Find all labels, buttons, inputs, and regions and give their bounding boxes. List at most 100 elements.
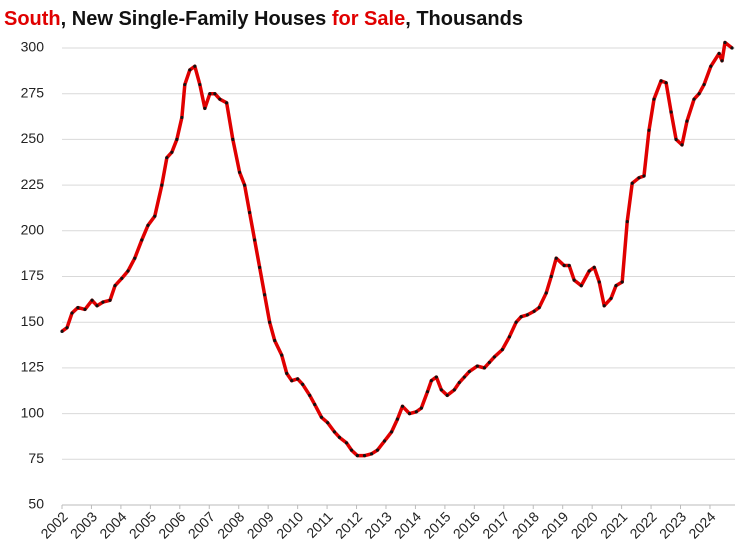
- y-tick-label: 275: [21, 84, 45, 100]
- x-tick-label: 2010: [273, 508, 306, 541]
- data-point: [301, 382, 305, 386]
- data-point: [723, 40, 727, 45]
- data-point: [95, 304, 99, 308]
- data-point: [268, 320, 272, 324]
- data-point: [208, 92, 212, 96]
- data-point: [285, 371, 289, 375]
- x-tick-label: 2002: [37, 508, 70, 541]
- data-point: [349, 448, 354, 452]
- title-part: , New Single-Family Houses: [61, 8, 332, 30]
- data-point: [554, 256, 558, 260]
- data-point: [514, 320, 518, 324]
- data-point: [273, 338, 277, 343]
- data-point: [355, 454, 360, 458]
- data-point: [290, 379, 294, 383]
- data-point: [562, 263, 566, 268]
- data-point: [126, 269, 130, 273]
- data-point: [609, 296, 613, 301]
- data-point: [60, 329, 64, 333]
- data-point: [647, 128, 651, 132]
- x-tick-label: 2011: [303, 508, 336, 541]
- data-point: [664, 81, 668, 85]
- x-tick-label: 2019: [538, 508, 571, 541]
- data-point: [319, 415, 324, 419]
- x-tick-label: 2015: [420, 508, 453, 541]
- data-point: [198, 82, 202, 87]
- data-point: [567, 263, 571, 268]
- data-point: [709, 64, 713, 68]
- data-point: [487, 360, 491, 365]
- data-point: [326, 421, 330, 425]
- data-point: [429, 379, 433, 383]
- data-point: [313, 402, 317, 407]
- data-point: [592, 265, 596, 269]
- x-tick-label: 2008: [214, 508, 247, 541]
- x-tick-label: 2009: [244, 508, 277, 541]
- data-point: [375, 448, 380, 452]
- data-point: [642, 174, 646, 178]
- data-point: [407, 412, 412, 416]
- data-point: [674, 137, 678, 141]
- data-point: [113, 284, 117, 288]
- data-point: [108, 298, 112, 302]
- x-tick-label: 2016: [450, 508, 483, 541]
- data-point: [231, 137, 235, 141]
- data-point: [602, 304, 606, 308]
- data-point: [637, 176, 641, 180]
- y-tick-label: 225: [21, 176, 45, 192]
- data-point: [83, 307, 87, 312]
- data-point: [175, 137, 179, 141]
- x-tick-label: 2018: [509, 508, 542, 541]
- data-point: [90, 298, 94, 302]
- data-point: [720, 59, 724, 63]
- data-point: [549, 274, 553, 279]
- x-tick-label: 2021: [597, 508, 630, 541]
- x-tick-label: 2006: [155, 508, 188, 541]
- data-point: [218, 97, 222, 101]
- data-point: [183, 82, 187, 87]
- data-point: [507, 335, 511, 339]
- title-part: , Thousands: [405, 8, 523, 30]
- data-point: [537, 305, 541, 310]
- y-tick-label: 300: [21, 39, 45, 55]
- y-tick-label: 200: [21, 222, 45, 238]
- data-point: [400, 404, 405, 408]
- data-point: [389, 430, 394, 434]
- data-point: [140, 238, 144, 242]
- data-point: [70, 311, 74, 315]
- data-point: [544, 291, 548, 295]
- data-line: [60, 40, 734, 458]
- data-point: [146, 223, 150, 227]
- data-point: [344, 441, 349, 445]
- data-point: [337, 435, 342, 439]
- y-tick-label: 175: [21, 267, 45, 283]
- x-tick-label: 2007: [185, 508, 218, 541]
- data-point: [620, 280, 624, 284]
- x-tick-label: 2014: [391, 508, 424, 541]
- data-point: [439, 388, 443, 392]
- data-point: [680, 143, 684, 147]
- data-point: [165, 156, 169, 160]
- data-point: [452, 388, 456, 392]
- y-tick-label: 125: [21, 359, 45, 375]
- data-point: [153, 214, 157, 218]
- x-tick-label: 2024: [685, 508, 718, 541]
- data-point: [685, 119, 689, 123]
- data-point: [133, 256, 137, 260]
- data-point: [76, 305, 80, 310]
- data-point: [697, 92, 701, 96]
- data-point: [258, 265, 262, 269]
- data-point: [332, 430, 337, 434]
- data-point: [253, 238, 257, 242]
- data-point: [630, 181, 634, 185]
- data-point: [263, 293, 267, 297]
- y-tick-label: 150: [21, 313, 45, 329]
- data-point: [462, 375, 466, 379]
- data-point: [160, 183, 164, 187]
- data-point: [65, 326, 69, 330]
- y-tick-label: 100: [21, 404, 45, 420]
- data-point: [525, 313, 529, 317]
- x-tick-label: 2017: [479, 508, 512, 541]
- title-part: for Sale: [332, 8, 405, 30]
